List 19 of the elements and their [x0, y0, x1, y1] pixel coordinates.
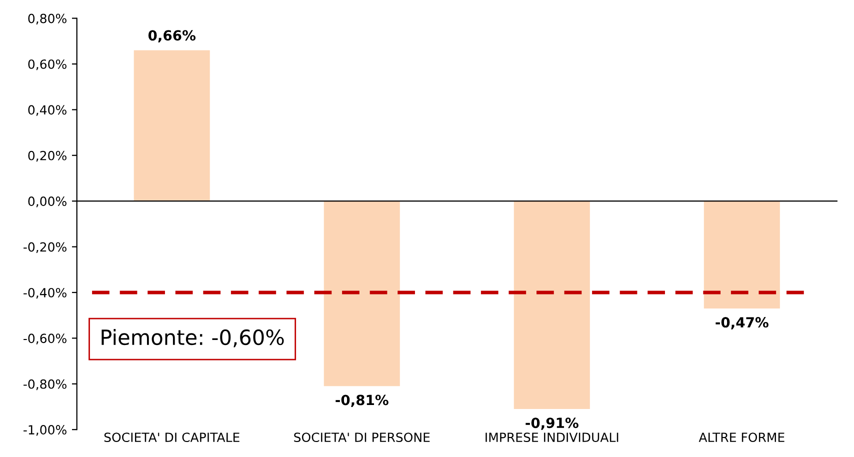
data-label: -0,47%: [716, 317, 768, 330]
x-tick-label: IMPRESE INDIVIDUALI: [486, 432, 618, 442]
data-label: 0,66%: [148, 30, 196, 42]
x-tick-label: SOCIETA' DI CAPITALE: [104, 432, 240, 442]
y-tick-label: 0,20%: [28, 150, 66, 162]
y-tick-label: -0,80%: [24, 379, 66, 390]
y-tick-label: 0,00%: [28, 196, 66, 208]
y-tick-label: 0,40%: [28, 105, 66, 116]
y-tick-label: 0,80%: [28, 14, 66, 24]
data-label: -0,81%: [336, 394, 388, 408]
y-tick-label: -0,60%: [24, 334, 66, 344]
x-tick-label: ALTRE FORME: [698, 432, 784, 442]
y-tick-label: -1,00%: [24, 425, 66, 436]
y-tick-label: 0,60%: [28, 59, 66, 70]
y-tick-label: -0,20%: [24, 242, 66, 253]
data-label: -0,91%: [526, 418, 578, 430]
x-tick-label: SOCIETA' DI PERSONE: [294, 432, 430, 442]
annotation: Piemonte: -0,60%: [102, 329, 284, 348]
y-tick-label: -0,40%: [24, 288, 66, 299]
